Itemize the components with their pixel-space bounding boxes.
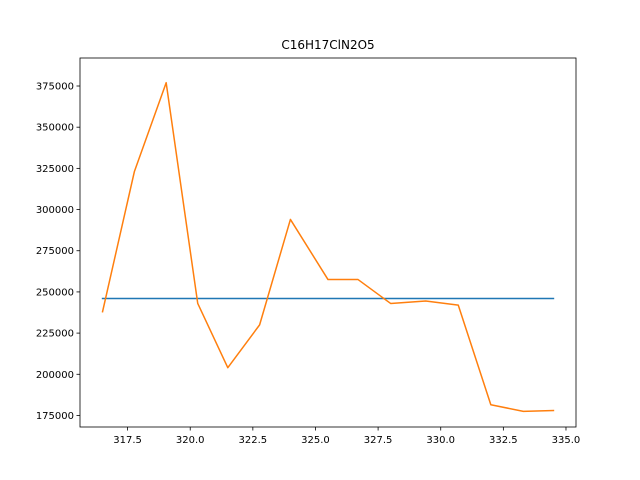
y-tick-label: 350000 xyxy=(36,123,74,134)
y-tick-label: 375000 xyxy=(36,82,74,93)
y-tick-label: 325000 xyxy=(36,164,74,175)
x-tick-label: 325.0 xyxy=(301,435,330,446)
y-tick-label: 225000 xyxy=(36,329,74,340)
x-tick-label: 330.0 xyxy=(426,435,455,446)
plot-frame xyxy=(79,57,577,428)
y-tick-label: 200000 xyxy=(36,370,74,381)
series-line-2 xyxy=(101,81,555,413)
x-tick-label: 335.0 xyxy=(552,435,581,446)
y-tick-label: 250000 xyxy=(36,287,74,298)
x-tick-label: 317.5 xyxy=(113,435,142,446)
x-tick-label: 322.5 xyxy=(239,435,268,446)
chart-title: C16H17ClN2O5 xyxy=(281,38,374,52)
y-tick-label: 275000 xyxy=(36,246,74,257)
x-tick-label: 327.5 xyxy=(364,435,393,446)
y-tick-label: 300000 xyxy=(36,205,74,216)
y-tick-label: 175000 xyxy=(36,411,74,422)
x-tick-label: 320.0 xyxy=(176,435,205,446)
x-tick-label: 332.5 xyxy=(489,435,518,446)
series-layer xyxy=(101,81,555,413)
axes-layer: 317.5 320.0 322.5 325.0 327.5 330.0 332.5 335.0… xyxy=(36,57,581,446)
